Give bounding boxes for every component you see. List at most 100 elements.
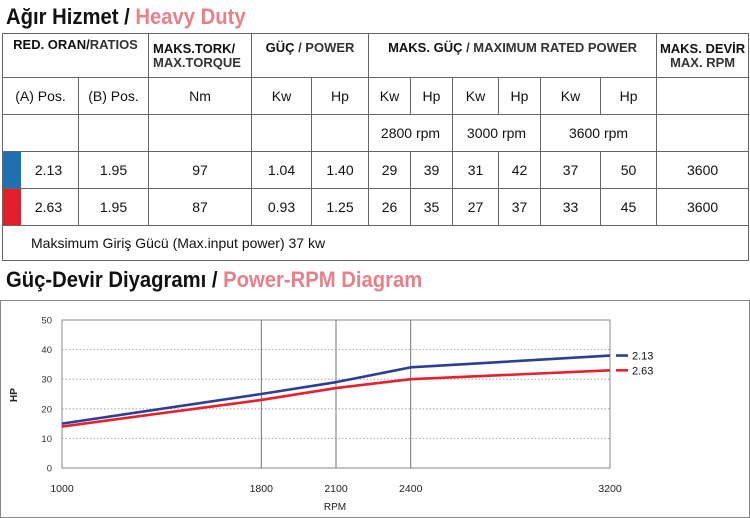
heading-en: Power-RPM Diagram [223, 267, 423, 292]
hp-value: 1.25 [311, 188, 369, 226]
hp-3600-value: 45 [599, 188, 658, 226]
hp-2800-unit: Hp [410, 77, 453, 115]
ratio-cell: 2.63 [2, 188, 79, 226]
pos-a-value: 2.13 [34, 162, 63, 178]
power-rpm-heading: Güç-Devir Diyagramı / Power-RPM Diagram [6, 267, 422, 293]
power-header-tr: GÜÇ [265, 40, 295, 55]
heavy-duty-heading: Ağır Hizmet / Heavy Duty [6, 4, 246, 30]
table-row: 2.13 1.95 97 1.04 1.40 29 39 31 42 37 50… [2, 151, 750, 189]
kw-3600-value: 37 [540, 151, 601, 189]
rpm-3000-label: 3000 rpm [452, 114, 541, 152]
y-tick-label: 30 [41, 375, 52, 386]
heading-en: Heavy Duty [135, 4, 246, 29]
hp-3000-value: 37 [498, 188, 541, 226]
heading-sep: / [124, 4, 130, 29]
heading-sep: / [211, 267, 218, 292]
rpm-row: 2800 rpm 3000 rpm 3600 rpm [2, 114, 750, 152]
blank-cell [311, 114, 369, 152]
x-axis-label: RPM [324, 502, 346, 513]
x-tick-label: 2100 [324, 483, 348, 495]
max-power-header-en: / MAXIMUM RATED POWER [462, 40, 637, 55]
chart-series [61, 354, 611, 428]
max-rpm-header-tr: MAKS. DEVİR [659, 40, 746, 56]
ratios-header-en: RATIOS [89, 37, 138, 52]
unit-row: (A) Pos. (B) Pos. Nm Kw Hp Kw Hp Kw Hp K… [2, 77, 750, 115]
power-rpm-chart: 0 10 20 30 40 50 1000 1800 2100 2400 3200 2.13 2.6… [0, 300, 750, 518]
hp-value: 1.40 [311, 151, 369, 189]
power-header: GÜÇ / POWER [251, 33, 369, 78]
kw-3600-unit: Kw [540, 77, 601, 115]
y-tick-label: 50 [41, 316, 52, 327]
torque-header: MAKS.TORK/ MAX.TORQUE [148, 33, 252, 78]
max-rpm-header: MAKS. DEVİR MAX. RPM [656, 33, 750, 78]
series-color-swatch [3, 152, 21, 188]
pos-a-value: 2.63 [34, 199, 63, 215]
max-rpm-value: 3600 [656, 151, 750, 189]
kw-3000-unit: Kw [452, 77, 499, 115]
hp-2800-value: 35 [410, 188, 453, 226]
pos-a-label: (A) Pos. [2, 77, 79, 115]
torque-value: 87 [148, 188, 252, 226]
kw-2800-value: 29 [368, 151, 411, 189]
torque-value: 97 [148, 151, 252, 189]
y-tick-label: 20 [41, 404, 52, 415]
hp-2800-value: 39 [410, 151, 453, 189]
x-tick-label: 1800 [250, 483, 274, 495]
pos-b-value: 1.95 [78, 151, 149, 189]
torque-header-tr: MAKS.TORK/ [153, 40, 236, 56]
pos-b-value: 1.95 [78, 188, 149, 226]
max-rpm-header-en: MAX. RPM [670, 54, 736, 70]
rpm-3600-label: 3600 rpm [539, 114, 658, 152]
power-kw-unit: Kw [251, 77, 312, 115]
blank-cell [251, 114, 312, 152]
ratios-header-tr: RED. ORAN/ [13, 37, 90, 52]
kw-2800-value: 26 [368, 188, 411, 226]
x-tick-label: 1000 [50, 483, 74, 495]
series-line-2.63 [61, 369, 611, 428]
y-tick-labels: 0 10 20 30 40 50 [41, 316, 52, 475]
max-rpm-blank [656, 77, 750, 115]
kw-value: 1.04 [251, 151, 312, 189]
max-power-header-tr: MAKS. GÜÇ [388, 40, 463, 55]
power-header-en: / POWER [294, 40, 355, 55]
blank-cell [656, 114, 750, 152]
torque-unit: Nm [148, 77, 252, 115]
kw-3000-value: 31 [452, 151, 499, 189]
kw-3000-value: 27 [452, 188, 499, 226]
y-tick-label: 0 [47, 464, 52, 475]
heading-tr: Ağır Hizmet [6, 4, 119, 29]
ratio-cell: 2.13 [2, 151, 79, 189]
ratios-header: RED. ORAN/RATIOS [2, 33, 149, 78]
kw-value: 0.93 [251, 188, 312, 226]
note-row: Maksimum Giriş Gücü (Max.input power) 37… [1, 225, 750, 261]
chart-grid [61, 319, 611, 469]
y-tick-label: 40 [41, 345, 52, 356]
table-row: 2.63 1.95 87 0.93 1.25 26 35 27 37 33 45… [2, 188, 750, 226]
max-rpm-value: 3600 [656, 188, 750, 226]
x-tick-labels: 1000 1800 2100 2400 3200 [50, 483, 622, 495]
heading-tr: Güç-Devir Diyagramı [6, 267, 207, 292]
legend-label: 2.13 [632, 351, 653, 363]
series-color-swatch [3, 189, 21, 225]
legend-label: 2.63 [632, 365, 653, 377]
max-input-power-note: Maksimum Giriş Gücü (Max.input power) 37… [1, 225, 750, 261]
rpm-2800-label: 2800 rpm [368, 114, 453, 152]
power-hp-unit: Hp [311, 77, 369, 115]
kw-3600-value: 33 [540, 188, 601, 226]
hp-3600-unit: Hp [599, 77, 658, 115]
series-line-2.13 [61, 354, 611, 425]
hp-3000-value: 42 [498, 151, 541, 189]
hp-3000-unit: Hp [498, 77, 541, 115]
blank-cell [78, 114, 149, 152]
kw-2800-unit: Kw [368, 77, 411, 115]
blank-cell [148, 114, 252, 152]
max-power-header: MAKS. GÜÇ / MAXIMUM RATED POWER [367, 33, 658, 78]
chart-legend: 2.13 2.63 [616, 351, 653, 377]
blank-cell [2, 114, 79, 152]
torque-header-en: MAX.TORQUE [153, 54, 241, 70]
y-axis-label: HP [9, 388, 20, 402]
pos-b-label: (B) Pos. [78, 77, 149, 115]
header-row: RED. ORAN/RATIOS MAKS.TORK/ MAX.TORQUE G… [2, 33, 750, 78]
hp-3600-value: 50 [599, 151, 658, 189]
x-tick-label: 3200 [598, 483, 622, 495]
